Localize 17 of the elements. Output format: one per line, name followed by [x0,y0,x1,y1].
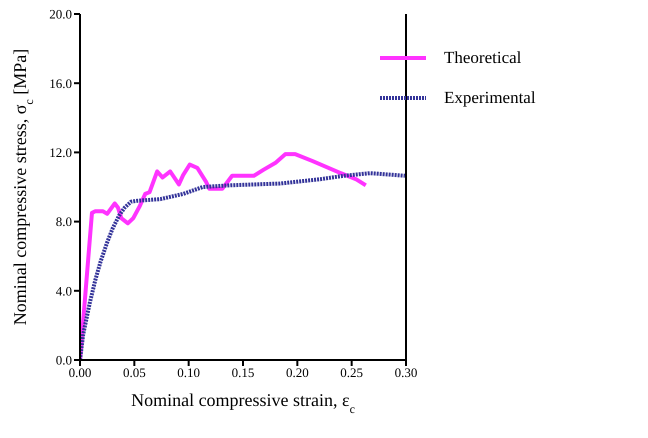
x-tick-label: 0.10 [177,365,200,380]
y-tick-label: 16.0 [49,76,72,91]
x-tick-label: 0.25 [340,365,364,380]
x-tick-label: 0.15 [232,365,254,380]
y-tick-label: 12.0 [49,145,72,160]
x-axis-title: Nominal compressive strain, ε$_{c}$ [131,390,355,416]
x-tick-label: 0.30 [394,365,418,380]
x-tick-label: 0.05 [122,365,146,380]
y-tick-label: 8.0 [56,214,72,230]
y-tick-label: 4.0 [56,283,72,298]
legend-label: Theoretical [444,48,522,68]
legend-label: Experimental [444,88,536,108]
x-tick-label: 0.00 [68,365,92,380]
y-tick-label: 20.0 [49,6,72,22]
line-series [80,152,368,360]
y-tick-label: 0.0 [56,352,72,368]
x-tick-label: 0.20 [286,365,309,380]
